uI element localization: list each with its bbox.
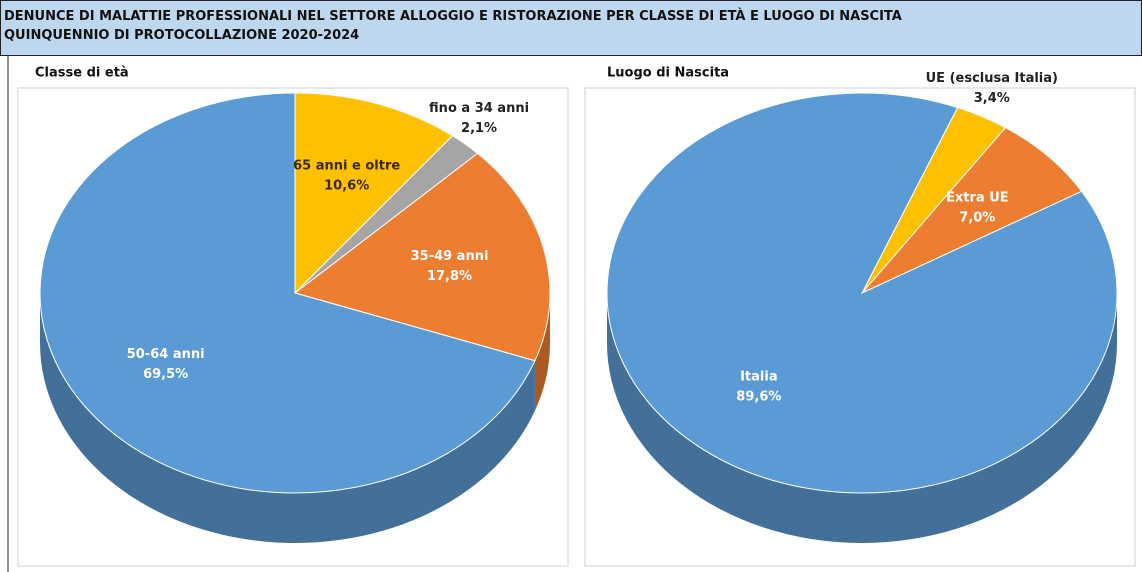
slice-value-label: 3,4% (974, 91, 1010, 106)
header-title: DENUNCE DI MALATTIE PROFESSIONALI NEL SE… (4, 9, 902, 24)
pie-slice (606, 92, 1118, 494)
pie-slice (293, 152, 551, 362)
chart-panel (17, 87, 569, 567)
slice-value-label: 10,6% (324, 178, 369, 193)
slice-label: fino a 34 anni (429, 101, 529, 116)
slice-label: 35-49 anni (411, 249, 489, 264)
slice-label: Italia (740, 369, 778, 384)
slice-value-label: 7,0% (959, 211, 995, 226)
slice-value-label: 69,5% (143, 367, 188, 382)
chart-title: Classe di età (35, 66, 129, 81)
chart-panel (584, 87, 1136, 567)
slice-label: 50-64 anni (127, 347, 205, 362)
slice-value-label: 17,8% (427, 269, 472, 284)
slice-label: Extra UE (946, 191, 1009, 206)
pie-slice-side (40, 293, 535, 544)
slice-label: UE (esclusa Italia) (926, 71, 1058, 86)
pie-slice (294, 92, 454, 295)
header-subtitle: QUINQUENNIO DI PROTOCOLLAZIONE 2020-2024 (4, 28, 360, 43)
pie-slice-side (607, 293, 1117, 543)
chart-title: Luogo di Nascita (607, 66, 729, 81)
pie-slice-side (534, 293, 550, 411)
slice-value-label: 89,6% (736, 389, 781, 404)
pie-slice (861, 127, 1083, 294)
header: DENUNCE DI MALATTIE PROFESSIONALI NEL SE… (0, 0, 1142, 56)
pie-slice (39, 92, 536, 494)
slice-value-label: 2,1% (461, 121, 497, 136)
slice-label: 65 anni e oltre (293, 158, 400, 173)
